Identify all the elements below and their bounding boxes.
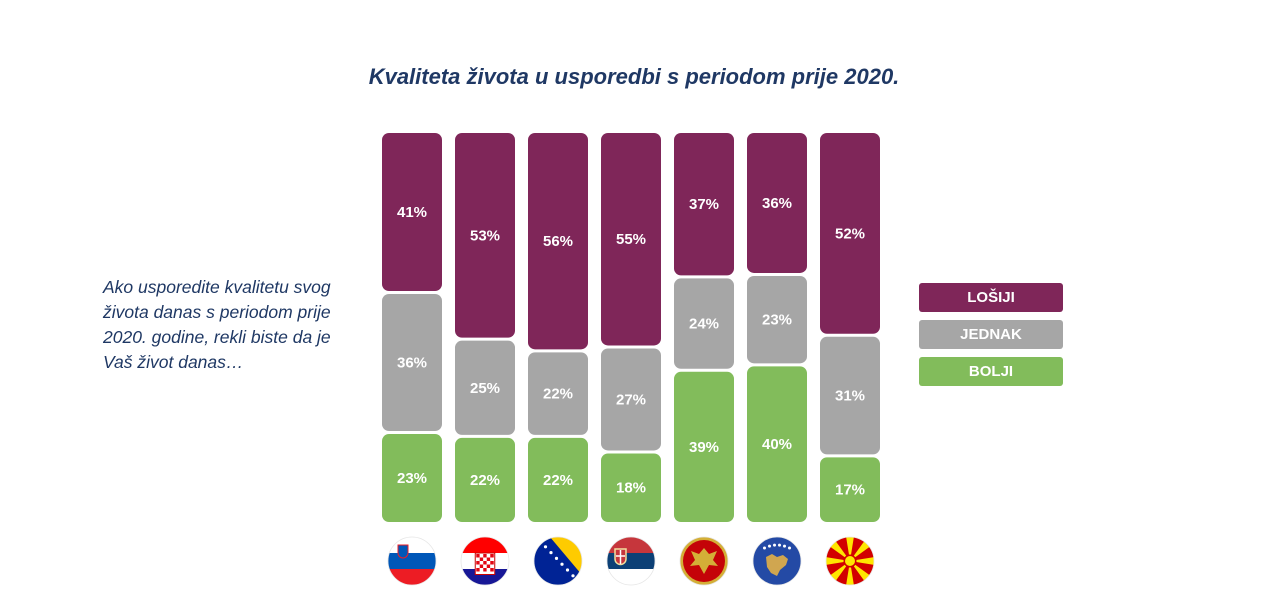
legend-item-jednak: JEDNAK	[919, 320, 1063, 349]
data-label-bolji-1: 23%	[397, 470, 427, 487]
data-label-jednak-2: 25%	[470, 380, 500, 397]
data-label-bolji-2: 22%	[470, 472, 500, 489]
chart-title: Kvaliteta života u usporedbi s periodom …	[368, 64, 900, 89]
data-label-bolji-5: 39%	[689, 439, 719, 456]
montenegro-flag	[680, 537, 728, 585]
bar-segment-jednak-4	[601, 348, 661, 451]
data-label-jednak-6: 23%	[762, 312, 792, 329]
legend-item-bolji: BOLJI	[919, 357, 1063, 386]
bar-segment-jednak-3	[528, 352, 588, 435]
bosnia-flag	[534, 537, 582, 585]
legend: LOŠIJI JEDNAK BOLJI	[919, 283, 1063, 394]
data-label-jednak-5: 24%	[689, 316, 719, 333]
data-label-losiji-6: 36%	[762, 195, 792, 212]
bar-segment-losiji-2	[455, 133, 515, 338]
bar-segment-losiji-3	[528, 133, 588, 350]
bar-segment-losiji-5	[674, 133, 734, 276]
data-label-bolji-4: 18%	[616, 480, 646, 497]
bar-segment-bolji-4	[601, 453, 661, 522]
bar-segment-bolji-6	[747, 366, 807, 522]
bar-segment-jednak-6	[747, 275, 807, 364]
bar-segment-losiji-6	[747, 133, 807, 273]
data-label-jednak-4: 27%	[616, 391, 646, 408]
bar-segment-bolji-5	[674, 371, 734, 522]
data-label-losiji-7: 52%	[835, 225, 865, 242]
data-label-jednak-1: 36%	[397, 355, 427, 372]
data-label-losiji-3: 56%	[543, 233, 573, 250]
data-label-jednak-7: 31%	[835, 388, 865, 405]
data-label-losiji-5: 37%	[689, 196, 719, 213]
bar-segment-bolji-1	[382, 434, 442, 522]
bar-segment-losiji-7	[820, 133, 880, 334]
north-macedonia-flag	[826, 537, 874, 585]
data-label-jednak-3: 22%	[543, 386, 573, 403]
serbia-flag	[607, 537, 655, 585]
data-label-losiji-4: 55%	[616, 231, 646, 248]
bar-segment-jednak-7	[820, 336, 880, 455]
data-label-losiji-2: 53%	[470, 227, 500, 244]
bar-segment-jednak-1	[382, 293, 442, 432]
data-label-losiji-1: 41%	[397, 204, 427, 221]
bar-segment-losiji-1	[382, 133, 442, 291]
data-label-bolji-6: 40%	[762, 436, 792, 453]
data-label-bolji-7: 17%	[835, 482, 865, 499]
legend-item-losiji: LOŠIJI	[919, 283, 1063, 312]
survey-question: Ako usporedite kvalitetu svog života dan…	[103, 277, 331, 372]
bar-segment-bolji-3	[528, 437, 588, 522]
bar-segment-losiji-4	[601, 133, 661, 346]
bar-segment-bolji-2	[455, 437, 515, 522]
data-label-bolji-3: 22%	[543, 472, 573, 489]
bar-segment-jednak-5	[674, 278, 734, 369]
bar-segment-bolji-7	[820, 457, 880, 522]
bar-segment-jednak-2	[455, 340, 515, 435]
slovenia-flag	[388, 537, 436, 585]
kosovo-flag	[753, 537, 801, 585]
croatia-flag	[461, 537, 509, 585]
